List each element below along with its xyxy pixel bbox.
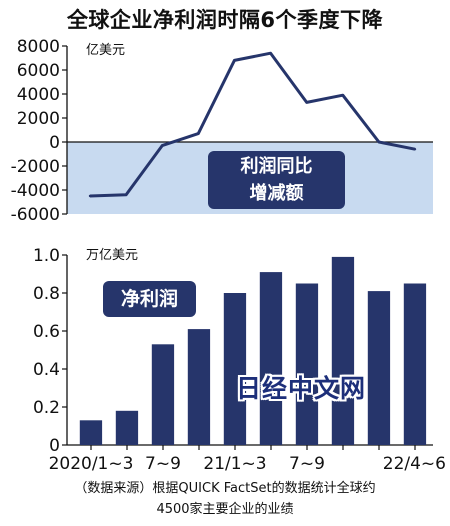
bottom-x-tick-label: 2020/1~3	[49, 454, 134, 474]
net-profit-bar	[79, 420, 103, 445]
net-profit-badge: 净利润	[103, 281, 196, 317]
net-profit-bar	[259, 272, 283, 445]
net-profit-bar	[187, 329, 211, 445]
net-profit-bar	[367, 291, 391, 445]
bottom-chart-unit-label: 万亿美元	[86, 248, 139, 263]
bottom-y-tick-label: 1.0	[33, 246, 60, 266]
bottom-x-tick-label: 7~9	[289, 454, 325, 474]
profit-change-series-line	[89, 51, 416, 198]
bottom-y-tick-label: 0.6	[33, 322, 60, 342]
chart-title: 全球企业净利润时隔6个季度下降	[66, 8, 384, 32]
profit-change-badge-line-2: 增减额	[249, 183, 304, 204]
watermark-logo: 日经中文网	[236, 374, 367, 403]
top-y-tick-label: -4000	[11, 181, 60, 201]
top-y-tick-label: 4000	[17, 85, 60, 105]
net-profit-bar	[331, 256, 355, 445]
top-y-tick-label: -2000	[11, 157, 60, 177]
profit-change-point	[161, 144, 164, 147]
footnote-line-1: （数据来源）根据QUICK FactSet的数据统计全球约	[74, 481, 376, 496]
top-y-tick-label: 0	[49, 133, 60, 153]
top-y-tick-label: -6000	[11, 205, 60, 225]
bottom-x-tick-label: 21/1~3	[203, 454, 266, 474]
net-profit-bar	[151, 344, 175, 445]
top-chart-unit-label: 亿美元	[86, 43, 126, 58]
net-profit-bar	[223, 293, 247, 445]
top-y-tick-label: 2000	[17, 109, 60, 129]
profit-change-point	[197, 132, 200, 135]
top-y-tick-label: 8000	[17, 37, 60, 57]
profit-change-point	[305, 101, 308, 104]
profit-change-point	[269, 52, 272, 55]
profit-change-badge-line-1: 利润同比	[240, 156, 313, 177]
bottom-x-tick-label: 7~9	[145, 454, 181, 474]
profit-change-point	[413, 148, 417, 151]
bottom-y-tick-label: 0	[49, 436, 60, 456]
footnote-line-2: 4500家主要企业的业绩	[156, 502, 294, 517]
bottom-y-tick-label: 0.8	[33, 284, 60, 304]
net-profit-bar	[403, 283, 427, 445]
net-profit-bar	[115, 410, 139, 445]
net-profit-bar-chart: 0 0.2 0.4 0.6 0.8 1.0 2020/1~3 7~9 21/1~3 7~9 22/4…	[33, 246, 446, 474]
profit-change-point	[233, 59, 236, 62]
profit-change-point	[377, 140, 381, 144]
bottom-y-tick-label: 0.2	[33, 398, 60, 418]
bottom-x-tick-label: 22/4~6	[383, 454, 446, 474]
profit-change-badge: 利润同比 增减额	[208, 151, 345, 209]
profit-change-point	[341, 94, 344, 97]
net-profit-bar	[295, 283, 319, 445]
profit-change-point	[124, 193, 128, 196]
bottom-y-tick-label: 0.4	[33, 360, 60, 380]
top-y-tick-label: 6000	[17, 61, 60, 81]
profit-change-point	[88, 194, 92, 198]
